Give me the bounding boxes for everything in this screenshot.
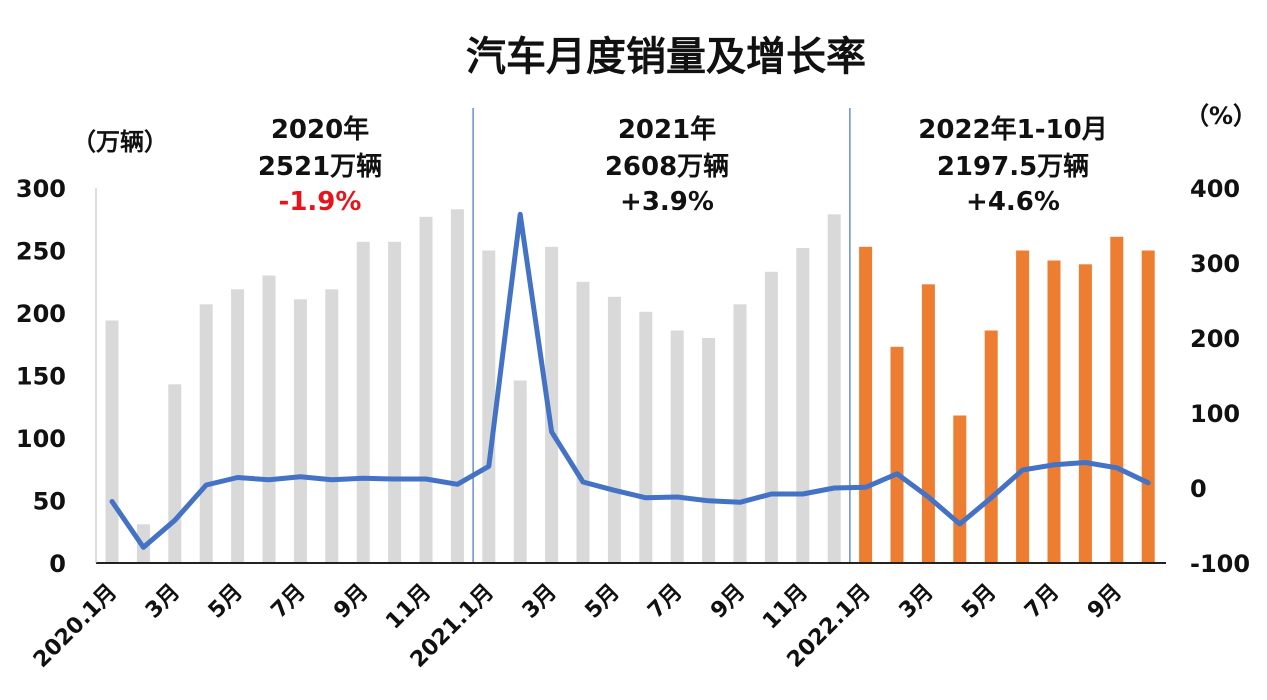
sales-bar-2020-1 — [105, 320, 119, 563]
sales-bar-2021-3 — [545, 246, 559, 564]
annotation-year: 2022年1-10月 — [918, 114, 1107, 145]
sales-bar-2021-8 — [702, 338, 716, 563]
x-tick-label: 7月 — [267, 580, 311, 624]
sales-bars — [105, 209, 1155, 564]
sales-bar-2022-7 — [1047, 260, 1061, 563]
sales-bar-2021-5 — [607, 296, 621, 564]
annotation-growth: +3.9% — [620, 187, 714, 217]
y-left-tick-label: 100 — [16, 425, 66, 453]
annotation-growth: -1.9% — [279, 187, 362, 217]
y-left-tick-label: 50 — [33, 488, 66, 516]
x-tick-label: 3月 — [141, 580, 185, 624]
annotation-year: 2021年 — [618, 114, 716, 145]
y-left-tick-label: 200 — [16, 300, 66, 328]
sales-bar-2021-4 — [576, 281, 590, 564]
x-tick-label: 5月 — [957, 580, 1001, 624]
sales-bar-2021-6 — [639, 311, 653, 564]
x-tick-label: 5月 — [204, 580, 248, 624]
sales-bar-2022-5 — [984, 330, 998, 563]
y-right-tick-label: 0 — [1190, 475, 1207, 503]
sales-bar-2020-8 — [325, 289, 339, 564]
y-right-tick-label: 100 — [1190, 400, 1240, 428]
sales-bar-2020-10 — [388, 241, 402, 564]
sales-bar-2022-3 — [921, 284, 935, 564]
sales-bar-2022-1 — [859, 246, 873, 564]
left-axis-unit: （万辆） — [72, 128, 168, 156]
y-left-tick-label: 300 — [16, 175, 66, 203]
sales-bar-2021-12 — [827, 214, 841, 564]
sales-bar-2020-5 — [231, 289, 245, 564]
y-right-tick-label: 400 — [1190, 175, 1240, 203]
right-axis-unit: （%） — [1185, 102, 1257, 130]
sales-bar-2022-9 — [1110, 236, 1124, 564]
growth-rate-line — [109, 211, 1151, 550]
y-left-tick-label: 150 — [16, 363, 66, 391]
sales-bar-2021-7 — [670, 330, 684, 563]
annotation-growth: +4.6% — [966, 187, 1060, 217]
sales-bar-2021-11 — [796, 248, 810, 563]
x-tick-label: 5月 — [581, 580, 625, 624]
sales-bar-2020-4 — [199, 304, 213, 564]
annotation-total: 2521万辆 — [258, 152, 382, 182]
sales-bar-2022-6 — [1016, 250, 1030, 563]
annotations: 2020年 2521万辆 -1.9% 2021年 2608万辆 +3.9% 2022年1-1… — [258, 114, 1108, 217]
x-tick-label: 9月 — [329, 580, 373, 624]
sales-bar-2021-9 — [733, 304, 747, 564]
x-tick-label: 11月 — [381, 580, 436, 635]
sales-bar-2021-1 — [482, 250, 496, 563]
y-right-tick-label: -100 — [1190, 550, 1250, 578]
x-tick-label: 2020.1月 — [29, 580, 122, 673]
y-left-tick-label: 0 — [49, 550, 66, 578]
sales-bar-2020-6 — [262, 275, 276, 563]
x-tick-label: 3月 — [518, 580, 562, 624]
sales-bar-2020-11 — [419, 216, 433, 564]
x-tick-label: 3月 — [895, 580, 939, 624]
sales-bar-2020-12 — [450, 209, 464, 564]
sales-bar-2021-10 — [764, 271, 778, 564]
sales-bar-2020-9 — [356, 241, 370, 564]
x-tick-label: 7月 — [1020, 580, 1064, 624]
sales-bar-2020-7 — [293, 299, 307, 564]
sales-bar-2020-3 — [168, 384, 182, 564]
sales-bar-2022-8 — [1078, 264, 1092, 564]
x-tick-label: 9月 — [706, 580, 750, 624]
annotation-total: 2197.5万辆 — [937, 152, 1089, 182]
annotation-year: 2020年 — [271, 114, 369, 145]
sales-bar-2022-10 — [1141, 250, 1155, 563]
y-left-tick-label: 250 — [16, 238, 66, 266]
y-right-tick-label: 300 — [1190, 250, 1240, 278]
x-tick-label: 11月 — [758, 580, 813, 635]
sales-bar-2022-4 — [953, 415, 967, 563]
chart-title: 汽车月度销量及增长率 — [466, 34, 866, 80]
x-tick-label: 9月 — [1083, 580, 1127, 624]
growth-line-group — [109, 211, 1151, 550]
sales-bar-2022-2 — [890, 346, 904, 564]
x-tick-label: 7月 — [643, 580, 687, 624]
y-right-tick-label: 200 — [1190, 325, 1240, 353]
annotation-total: 2608万辆 — [605, 152, 729, 182]
sales-bar-2021-2 — [513, 380, 527, 563]
